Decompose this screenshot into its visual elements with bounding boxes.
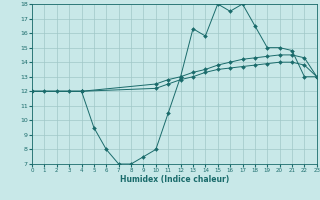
X-axis label: Humidex (Indice chaleur): Humidex (Indice chaleur)	[120, 175, 229, 184]
